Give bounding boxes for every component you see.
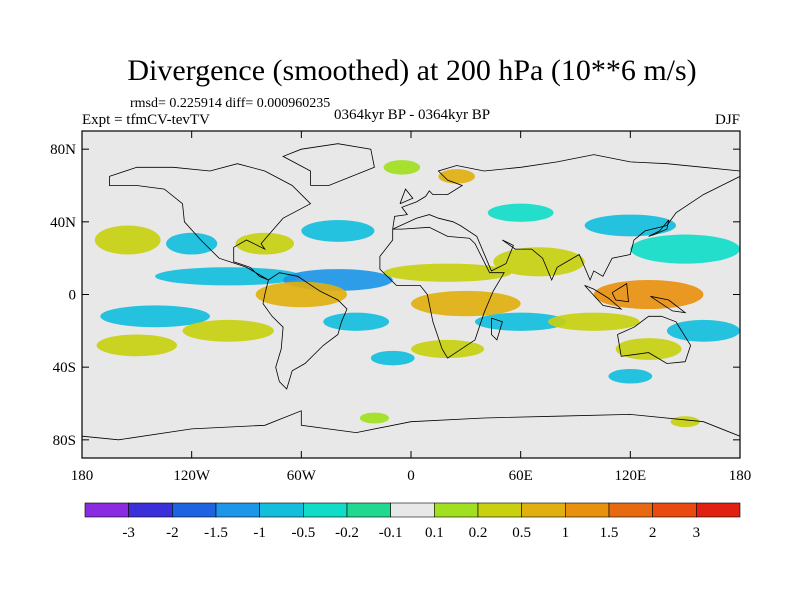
field-region-15 [96,334,178,357]
field-region-23 [615,338,682,360]
field-region-26 [608,368,653,384]
field-region-9 [584,214,677,237]
coastline-10 [648,219,670,237]
colorbar-swatch-4 [259,502,304,518]
y-tick-label-3: 40S [53,360,76,376]
coastline-0 [109,163,312,281]
colorbar-label-7: 0.1 [425,525,444,541]
y-tick-label-2: 0 [69,288,77,304]
field-region-24 [411,339,485,359]
colorbar-label-12: 2 [649,525,657,541]
colorbar-swatch-9 [477,502,522,518]
coastline-1 [262,272,348,390]
field-region-28 [359,412,390,424]
x-tick-label-0: 180 [71,468,94,484]
field-region-13 [255,281,348,308]
colorbar-label-0: -3 [122,525,135,541]
colorbar-label-8: 0.2 [469,525,488,541]
colorbar-label-4: -0.5 [291,525,315,541]
colorbar: -3 -2 -1.5 -1 -0.5 -0.2 -0.1 0.1 0.2 0.5 1 1.5 2 3 [84,502,741,541]
colorbar-swatch-8 [434,502,479,518]
field-region-0 [94,225,161,255]
coastline-outlines [82,143,740,441]
colorbar-swatch-0 [84,502,129,518]
y-axis-ticks: 80N 40N 0 40S 80S [50,142,740,449]
coastline-8 [611,282,629,303]
field-region-3 [301,220,375,242]
coastline-11 [399,188,414,205]
coastline-6 [82,410,740,441]
field-region-16 [182,319,274,342]
period-label: 0364kyr BP - 0364kyr BP [334,107,490,123]
y-tick-label-1: 40N [50,215,76,231]
colorbar-label-9: 0.5 [512,525,531,541]
divergence-field [94,160,740,428]
y-tick-label-4: 80S [53,433,76,449]
field-region-17 [323,312,390,331]
field-region-1 [166,232,218,255]
colorbar-swatch-5 [303,502,348,518]
x-tick-label-1: 120W [173,468,211,484]
coastline-5 [282,143,375,186]
field-region-8 [630,234,740,264]
field-region-6 [383,263,512,282]
field-region-25 [370,350,415,366]
x-tick-label-2: 60W [287,468,317,484]
chart-title: Divergence (smoothed) at 200 hPa (10**6 … [127,54,696,87]
field-region-27 [670,416,700,428]
y-tick-label-0: 80N [50,142,76,158]
stats-label: rmsd= 0.225914 diff= 0.000960235 [130,96,330,111]
coastline-4 [617,315,692,364]
colorbar-swatch-7 [390,502,435,518]
coastline-7 [584,285,623,310]
colorbar-swatch-11 [565,502,610,518]
field-region-21 [548,312,640,331]
coastline-12 [491,317,503,341]
field-region-2 [235,232,295,255]
field-region-20 [593,279,704,310]
colorbar-swatch-1 [128,502,173,518]
x-tick-label-6: 180 [729,468,752,484]
coastline-3 [392,154,740,282]
colorbar-label-2: -1.5 [204,525,228,541]
colorbar-swatch-14 [696,502,741,518]
coastline-2 [379,226,505,359]
colorbar-label-5: -0.2 [335,525,359,541]
experiment-label: Expt = tfmCV-tevTV [82,112,210,128]
colorbar-label-6: -0.1 [379,525,403,541]
colorbar-swatch-12 [608,502,653,518]
x-axis-ticks: 180 120W 60W 0 60E 120E 180 [71,131,752,484]
field-region-11 [383,160,421,175]
season-label: DJF [715,112,740,128]
colorbar-swatch-2 [172,502,217,518]
field-region-14 [100,305,210,328]
field-region-4 [155,267,302,286]
x-tick-label-4: 60E [509,468,533,484]
x-tick-label-5: 120E [614,468,646,484]
field-region-22 [666,319,740,342]
colorbar-label-11: 1.5 [600,525,619,541]
colorbar-label-1: -2 [166,525,179,541]
colorbar-label-10: 1 [562,525,570,541]
x-tick-label-3: 0 [407,468,415,484]
colorbar-swatch-13 [652,502,697,518]
colorbar-swatch-6 [346,502,391,518]
field-region-18 [411,290,521,317]
coastline-9 [650,295,687,314]
colorbar-label-13: 3 [693,525,701,541]
colorbar-swatch-3 [215,502,260,518]
colorbar-label-3: -1 [253,525,266,541]
field-region-10 [487,203,554,222]
colorbar-swatch-10 [521,502,566,518]
field-region-19 [474,312,567,331]
field-region-7 [493,247,585,277]
